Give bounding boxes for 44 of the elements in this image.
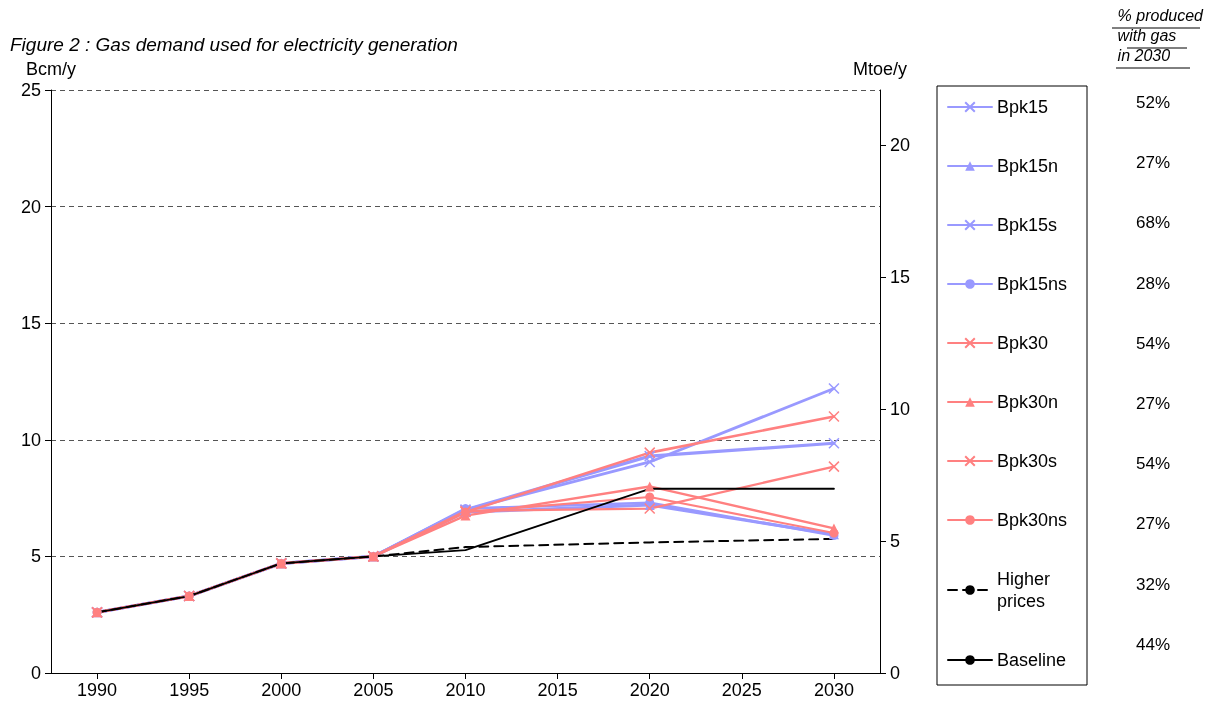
x-tick-label: 2005 bbox=[353, 680, 394, 700]
x-tick-label: 2000 bbox=[261, 680, 302, 700]
text: 68% bbox=[1136, 213, 1171, 233]
legend-label: Bpk15n bbox=[997, 156, 1059, 176]
x-tick-label: 1995 bbox=[169, 680, 210, 700]
y-axis-title: Bcm/y bbox=[25, 59, 77, 79]
y-tick-label: 15 bbox=[20, 313, 41, 334]
legend-label: Bpk30 bbox=[997, 333, 1049, 353]
y2-tick-label: 20 bbox=[890, 135, 911, 156]
text: 54% bbox=[1136, 454, 1171, 474]
text: 52% bbox=[1136, 93, 1171, 112]
y-tick-label: 20 bbox=[20, 196, 41, 217]
text: 28% bbox=[1136, 273, 1171, 293]
legend-label: Bpk15s bbox=[997, 215, 1058, 235]
chart-title: Figure 2 : Gas demand used for electricity generation bbox=[10, 34, 458, 55]
text: 27% bbox=[1136, 394, 1171, 413]
text: 32% bbox=[1136, 574, 1171, 594]
text: % produced with gas in 2030 bbox=[1117, 6, 1205, 64]
legend-label: Higher prices bbox=[997, 569, 1056, 611]
y-tick-label: 10 bbox=[20, 429, 41, 450]
legend-label: Bpk30ns bbox=[997, 510, 1068, 530]
x-tick-label: 2025 bbox=[721, 680, 762, 700]
legend-label: Bpk30s bbox=[997, 451, 1058, 471]
legend-label: Bpk15 bbox=[997, 97, 1049, 117]
x-tick-label: 2020 bbox=[629, 680, 670, 700]
legend-label: Bpk15ns bbox=[997, 274, 1068, 294]
x-tick-label: 1990 bbox=[77, 680, 118, 700]
y-tick-label: 0 bbox=[30, 663, 41, 683]
text: 27% bbox=[1136, 514, 1171, 534]
y2-tick-label: 5 bbox=[890, 531, 901, 552]
text: 54% bbox=[1136, 333, 1171, 353]
y2-axis-title: Mtoe/y bbox=[852, 59, 908, 79]
x-tick-label: 2030 bbox=[813, 680, 854, 700]
text: 44% bbox=[1136, 634, 1171, 654]
x-tick-label: 2015 bbox=[537, 680, 578, 700]
y2-tick-label: 10 bbox=[890, 399, 911, 420]
x-tick-label: 2010 bbox=[445, 680, 486, 700]
legend-label: Baseline bbox=[997, 650, 1067, 670]
text: 27% bbox=[1136, 153, 1171, 173]
y-tick-label: 25 bbox=[20, 80, 41, 100]
y2-tick-label: 15 bbox=[890, 267, 911, 288]
y2-tick-label: 0 bbox=[890, 663, 901, 683]
y-tick-label: 5 bbox=[30, 546, 41, 567]
legend-label: Bpk30n bbox=[997, 392, 1059, 412]
